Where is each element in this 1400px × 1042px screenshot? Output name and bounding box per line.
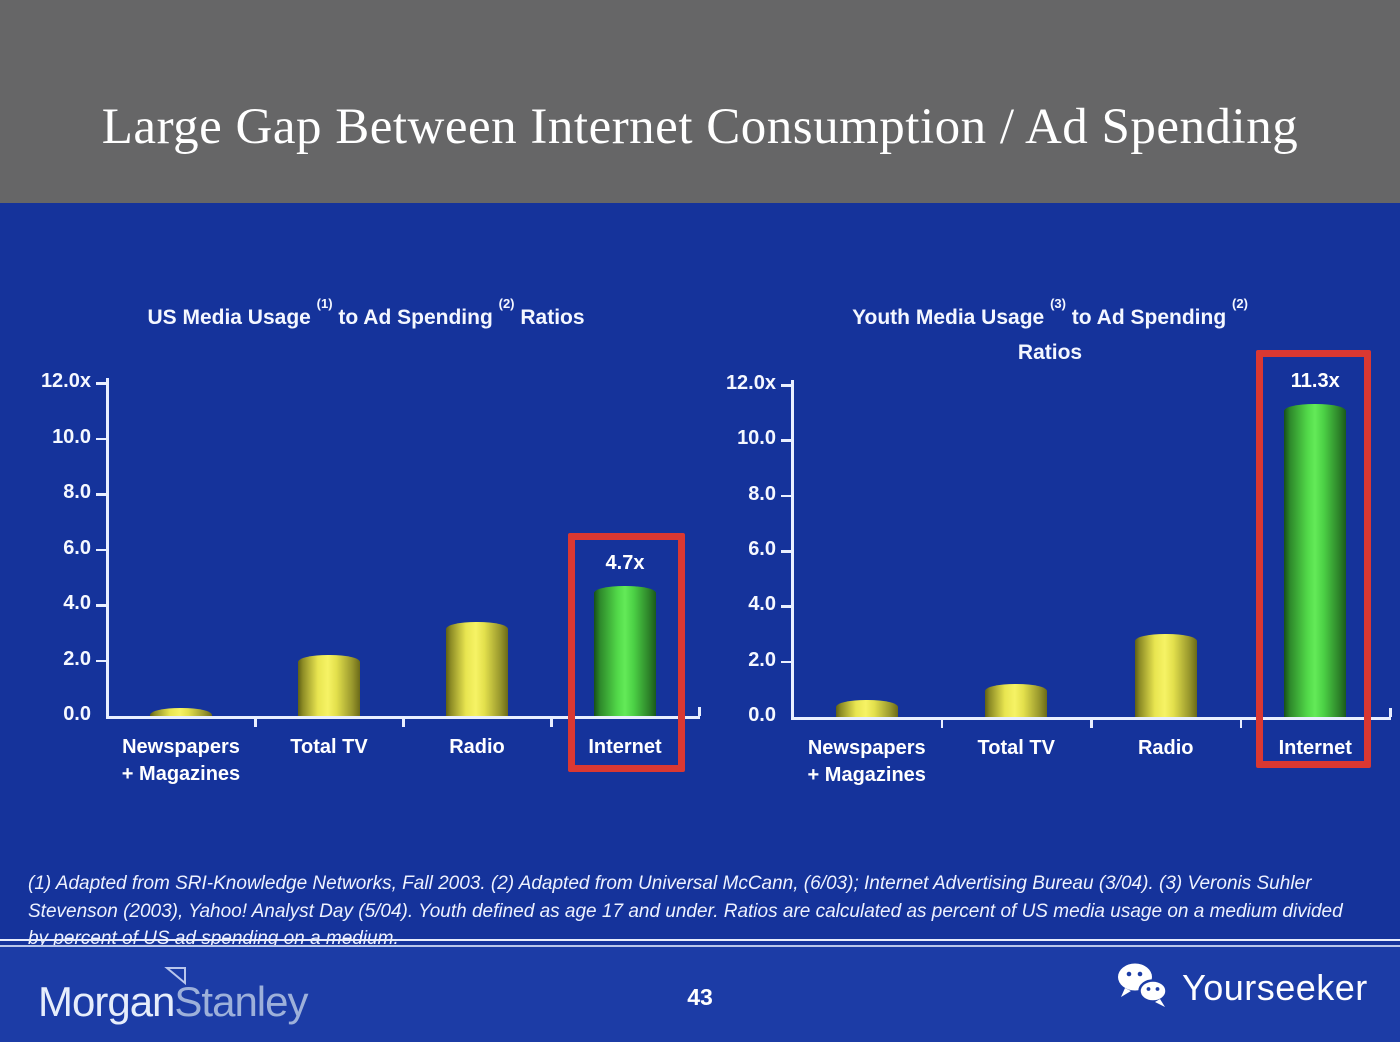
y-tick-label: 12.0x	[40, 370, 91, 392]
footnote-line-3: by percent of US ad spending on a medium…	[28, 928, 399, 949]
bar-radio	[446, 622, 508, 716]
chart-title-left: US Media Usage (1) to Ad Spending (2) Ra…	[60, 294, 672, 335]
category-label-newspapers-magazines: Newspapers + Magazines	[96, 734, 266, 788]
partner-name: Yourseeker	[1182, 966, 1368, 1008]
highlight-box-internet-right	[1256, 350, 1371, 768]
morgan-stanley-logo-part2: Stanley	[174, 978, 308, 1025]
page-title: Large Gap Between Internet Consumption /…	[101, 99, 1299, 155]
y-tick-label: 2.0	[63, 647, 91, 670]
footnote-line-2: Stevenson (2003), Yahoo! Analyst Day (5/…	[28, 900, 1343, 922]
bar-total-tv	[298, 655, 360, 716]
y-tick-label: 4.0	[63, 592, 91, 614]
bar-newspapers-magazines	[150, 708, 212, 716]
category-label-total-tv: Total TV	[244, 734, 414, 761]
chart-title-right-line1: Youth Media Usage (3) to Ad Spending (2)	[758, 294, 1342, 335]
chart-title-left-footref1: (1)	[316, 296, 333, 311]
x-tick	[1239, 720, 1242, 728]
y-tick-label: 0.0	[748, 704, 776, 726]
x-axis-end-cap	[698, 707, 701, 716]
y-axis-line	[791, 380, 794, 717]
chart-title-right: Youth Media Usage (3) to Ad Spending (2)…	[758, 294, 1342, 370]
y-tick-label: 6.0	[63, 536, 91, 559]
y-tick	[96, 604, 106, 607]
category-label-line: + Magazines	[121, 763, 241, 785]
morgan-stanley-triangle-icon	[164, 966, 188, 991]
x-tick	[254, 719, 257, 727]
y-tick	[781, 439, 791, 442]
x-axis-end-cap	[1389, 708, 1392, 717]
y-axis-line	[106, 378, 109, 716]
category-label-line: Newspapers	[122, 736, 240, 758]
y-tick	[781, 550, 791, 553]
category-label-line: Newspapers	[807, 737, 926, 759]
chart-title-left-footref2: (2)	[498, 296, 515, 311]
y-tick-label: 12.0x	[725, 372, 776, 394]
y-tick	[96, 382, 106, 385]
morgan-stanley-logo: MorganStanley	[38, 967, 309, 1026]
y-tick	[96, 548, 106, 551]
chart-title-right-footref2: (2)	[1232, 296, 1248, 311]
y-tick-label: 8.0	[748, 482, 776, 505]
y-tick	[96, 437, 106, 440]
y-tick-label: 6.0	[748, 538, 776, 560]
category-label-line: Total TV	[977, 737, 1055, 759]
y-tick-label: 8.0	[63, 481, 91, 503]
y-tick	[781, 660, 791, 664]
chart-title-left-text2: to Ad Spending	[338, 306, 493, 329]
footnote: (1) Adapted from SRI-Knowledge Networks,…	[28, 870, 1388, 953]
x-tick	[1090, 720, 1093, 728]
page-number: 43	[687, 984, 713, 1010]
morgan-stanley-logo-part1: Morgan	[38, 978, 175, 1025]
chart-title-right-footref1: (3)	[1050, 296, 1066, 311]
y-tick	[96, 493, 106, 496]
category-label-line: Radio	[1137, 737, 1194, 759]
y-tick-label: 0.0	[63, 703, 91, 725]
y-tick-label: 10.0	[737, 427, 776, 450]
chart-title-right-text2: to Ad Spending	[1071, 306, 1227, 329]
y-tick	[781, 605, 791, 608]
chart-title-right-line2: Ratios	[1017, 341, 1083, 364]
header-band: Large Gap Between Internet Consumption /…	[0, 0, 1400, 203]
category-label-line: + Magazines	[807, 764, 926, 786]
footnote-line-1: (1) Adapted from SRI-Knowledge Networks,…	[28, 873, 1312, 894]
x-tick	[550, 719, 553, 727]
category-label-newspapers-magazines: Newspapers + Magazines	[782, 735, 952, 789]
category-label-line: Total TV	[290, 736, 368, 758]
y-tick-label: 2.0	[748, 648, 776, 671]
x-tick	[940, 720, 943, 728]
wechat-icon	[1116, 962, 1170, 1013]
x-tick	[402, 719, 405, 727]
separator-rule-top	[0, 939, 1400, 941]
y-tick-label: 10.0	[52, 425, 91, 448]
chart-title-left-text3: Ratios	[520, 306, 585, 329]
category-label-radio: Radio	[1081, 735, 1251, 762]
y-tick	[781, 494, 791, 498]
chart-title-left-text1: US Media Usage	[147, 306, 311, 329]
y-tick	[781, 384, 791, 387]
y-tick	[96, 659, 106, 662]
chart-title-right-text1: Youth Media Usage	[852, 306, 1045, 329]
bar-newspapers-magazines	[835, 700, 898, 717]
highlight-box-internet-left	[568, 533, 685, 772]
category-label-radio: Radio	[392, 734, 562, 761]
category-label-line: Radio	[449, 736, 505, 758]
separator-rule-bottom	[0, 945, 1400, 947]
bar-radio	[1134, 634, 1197, 717]
category-label-total-tv: Total TV	[931, 735, 1101, 762]
bar-total-tv	[985, 684, 1048, 717]
partner-logo: Yourseeker	[1116, 962, 1368, 1013]
y-tick-label: 4.0	[748, 593, 776, 616]
